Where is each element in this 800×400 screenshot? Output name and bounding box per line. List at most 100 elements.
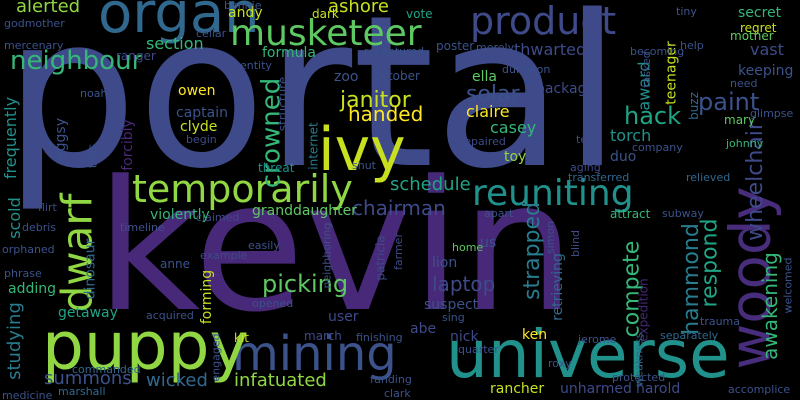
word: quarter xyxy=(458,343,499,356)
word: ashore xyxy=(328,0,389,17)
word: home xyxy=(452,241,484,254)
word: dark xyxy=(312,7,339,21)
word: becoming xyxy=(630,45,685,58)
word: begin xyxy=(186,133,217,146)
word: tiny xyxy=(676,5,697,18)
word: help xyxy=(680,39,704,52)
word: retrieving xyxy=(549,253,566,321)
word: regret xyxy=(740,21,777,35)
word: buzz xyxy=(686,92,701,120)
word: sing xyxy=(442,311,465,324)
word: rancher xyxy=(490,381,545,397)
word: kevin xyxy=(96,143,576,352)
word: cellar xyxy=(196,27,227,40)
word: vast xyxy=(750,40,784,59)
word: recaptured xyxy=(364,45,425,58)
word: awakening xyxy=(757,252,782,360)
word: torch xyxy=(610,126,652,145)
word: farmer xyxy=(391,233,405,270)
word: protected xyxy=(612,371,666,384)
word: relieved xyxy=(686,171,731,184)
word: subway xyxy=(662,207,704,220)
word: ken xyxy=(522,327,548,343)
word: ella xyxy=(472,69,497,85)
word: structure xyxy=(276,76,291,132)
word: zoo xyxy=(334,69,359,85)
word: forming xyxy=(199,269,216,325)
word: entity xyxy=(240,59,272,72)
word: roxy xyxy=(548,357,572,370)
word: example xyxy=(200,249,248,262)
word: dinosaur xyxy=(82,238,99,300)
word: us xyxy=(480,235,497,251)
word: getaway xyxy=(58,305,118,321)
word: engaged xyxy=(209,333,223,382)
word: hack xyxy=(624,102,682,130)
word: ivy xyxy=(318,115,406,185)
word: picking xyxy=(262,270,349,298)
word: poster xyxy=(436,39,475,53)
word: opened xyxy=(252,297,294,310)
word: scold xyxy=(4,197,24,239)
word: unharmed xyxy=(560,381,632,397)
word: alerted xyxy=(16,0,81,17)
word: flirt xyxy=(38,201,57,214)
word: clyde xyxy=(180,119,218,135)
word: johnny xyxy=(726,137,764,150)
word: nick xyxy=(450,329,479,345)
word: violently xyxy=(150,207,210,223)
word: transferred xyxy=(568,171,630,184)
word: thwarted xyxy=(514,40,587,59)
word: internet xyxy=(306,122,321,170)
word: mercenary xyxy=(4,39,64,52)
word: wicked xyxy=(146,370,208,391)
word: claire xyxy=(466,102,510,121)
word: ranger xyxy=(116,49,156,63)
word: captain xyxy=(176,105,228,121)
word: mining xyxy=(232,326,397,382)
word: andy xyxy=(228,5,263,21)
word: harold xyxy=(636,381,681,397)
word: welcomed xyxy=(781,257,795,314)
word: adding xyxy=(8,281,57,297)
word: aging xyxy=(570,161,601,174)
word: paint xyxy=(698,88,760,116)
word: attract xyxy=(610,207,651,221)
word: test xyxy=(576,133,598,146)
word: lion xyxy=(432,255,458,271)
word: jerome xyxy=(578,333,617,346)
word: shut xyxy=(352,159,376,172)
word: blind xyxy=(569,229,583,258)
word: formula xyxy=(262,45,316,61)
word: medicine xyxy=(2,389,53,400)
word: package xyxy=(536,81,596,97)
word: owen xyxy=(178,83,216,99)
word: summons xyxy=(44,368,132,389)
word: mother xyxy=(730,29,774,43)
word: finishing xyxy=(356,331,403,344)
word: apart xyxy=(484,207,514,220)
word: orphaned xyxy=(2,243,55,256)
word: abe xyxy=(410,321,437,337)
word: march xyxy=(304,329,342,343)
word: simon xyxy=(544,220,558,255)
word: toy xyxy=(504,149,527,165)
word: accomplice xyxy=(728,383,791,396)
word: anne xyxy=(160,257,190,271)
word: handed xyxy=(348,102,424,126)
word: eggsy xyxy=(52,118,69,160)
word: chairman xyxy=(352,196,446,220)
word: godmother xyxy=(4,17,65,30)
word: kit xyxy=(234,331,249,345)
word: solar xyxy=(466,82,520,107)
word: strapped xyxy=(520,201,546,301)
word: secret xyxy=(738,5,782,21)
word: easily xyxy=(248,239,280,252)
word: dungeon xyxy=(502,63,551,76)
word: puppy xyxy=(42,308,249,385)
word: trauma xyxy=(700,315,741,328)
word: neighboring xyxy=(320,222,334,289)
word: musketeer xyxy=(230,13,422,54)
word: section xyxy=(146,34,204,53)
